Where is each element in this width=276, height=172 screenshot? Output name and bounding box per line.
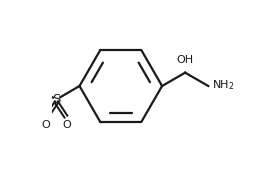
Text: O: O: [62, 120, 71, 130]
Text: O: O: [42, 120, 51, 130]
Text: OH: OH: [177, 55, 194, 66]
Text: S: S: [52, 93, 61, 106]
Text: NH$_2$: NH$_2$: [212, 78, 235, 92]
